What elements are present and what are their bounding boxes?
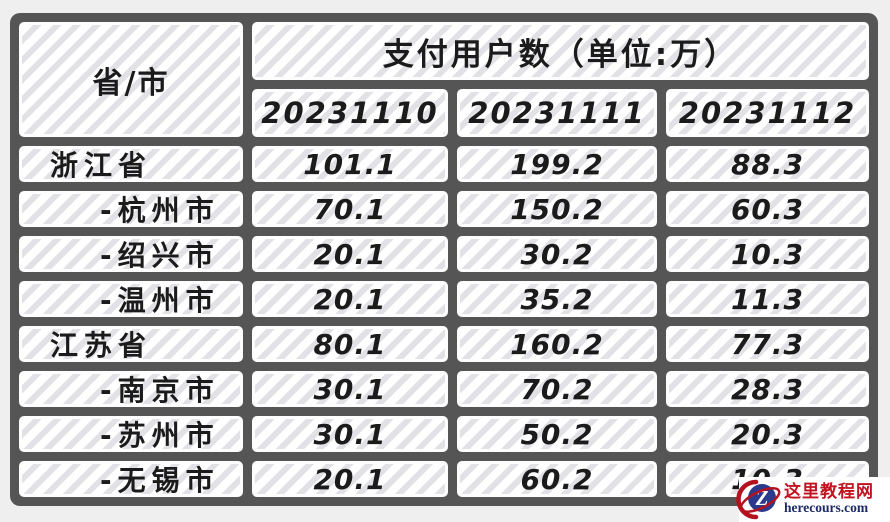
corner-header-cell: 省/市 [19,22,243,137]
logo-swoosh [736,479,759,520]
row-label-city: -苏州市 [19,416,243,452]
row-label-city: -南京市 [19,371,243,407]
row-label-city: -温州市 [19,281,243,317]
row-label-city: -杭州市 [19,191,243,227]
date-column-header-3: 20231112 [666,89,869,137]
value-cell: 150.2 [457,191,657,227]
value-cell: 20.3 [666,416,869,452]
watermark-site-name: 这里教程网 [784,481,874,502]
value-cell: 80.1 [252,326,448,362]
value-cell: 50.2 [457,416,657,452]
value-cell: 10.3 [666,236,869,272]
value-cell: 30.1 [252,371,448,407]
value-cell: 30.1 [252,416,448,452]
row-label-city: -绍兴市 [19,236,243,272]
value-cell: 20.1 [252,461,448,497]
date-column-header-1: 20231110 [252,89,448,137]
site-logo-icon: Z [736,479,781,520]
row-label-city: -无锡市 [19,461,243,497]
value-cell: 30.2 [457,236,657,272]
value-cell: 88.3 [666,146,869,182]
value-cell: 60.2 [457,461,657,497]
payment-users-table: 省/市 支付用户数（单位:万） 20231110 20231111 202311… [10,13,878,506]
watermark-text: 这里教程网 herecours.com [784,483,874,517]
row-label-province: 浙江省 [19,146,243,182]
value-cell: 35.2 [457,281,657,317]
value-cell: 28.3 [666,371,869,407]
value-cell: 101.1 [252,146,448,182]
value-cell: 77.3 [666,326,869,362]
value-cell: 20.1 [252,236,448,272]
value-cell: 199.2 [457,146,657,182]
watermark: Z 这里教程网 herecours.com [736,477,890,522]
value-cell: 11.3 [666,281,869,317]
watermark-site-url: herecours.com [784,500,869,516]
value-cell: 20.1 [252,281,448,317]
logo-orbit-icon [739,487,781,513]
value-cell: 70.2 [457,371,657,407]
row-label-province: 江苏省 [19,326,243,362]
value-cell: 70.1 [252,191,448,227]
table-grid: 省/市 支付用户数（单位:万） 20231110 20231111 202311… [19,22,869,497]
value-cell: 160.2 [457,326,657,362]
date-column-header-2: 20231111 [457,89,657,137]
value-cell: 60.3 [666,191,869,227]
group-header-cell: 支付用户数（单位:万） [252,22,869,80]
